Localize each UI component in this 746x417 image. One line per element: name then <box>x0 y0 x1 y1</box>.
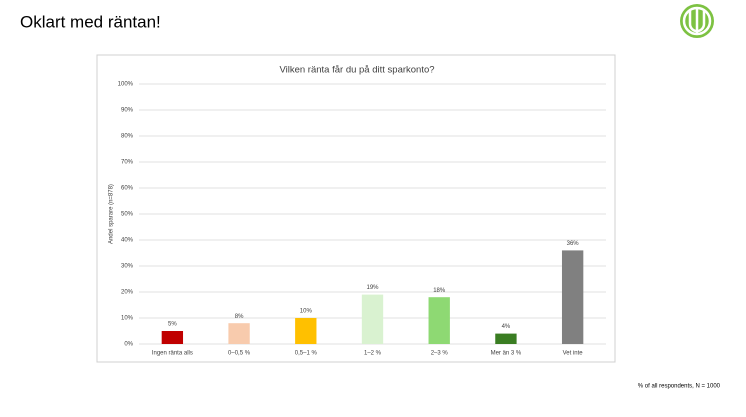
chart-frame <box>96 54 616 363</box>
x-tick-label: Vet inte <box>563 351 584 357</box>
footnote: % of all respondents, N = 1000 <box>638 384 721 390</box>
x-tick-label: 0–0,5 % <box>228 351 251 357</box>
bar <box>495 333 517 344</box>
logo <box>680 4 714 38</box>
bar <box>295 318 317 344</box>
y-tick-label: 90% <box>121 108 134 114</box>
x-tick-label: 2–3 % <box>431 351 449 357</box>
slide-title: Oklart med räntan! <box>20 12 161 31</box>
value-label: 8% <box>235 314 244 320</box>
value-label: 18% <box>433 288 446 294</box>
y-tick-label: 30% <box>121 264 134 270</box>
y-tick-label: 60% <box>121 186 134 192</box>
y-tick-label: 10% <box>121 316 134 322</box>
x-tick-label: Ingen ränta alls <box>152 351 193 357</box>
y-tick-label: 40% <box>121 238 134 244</box>
value-label: 19% <box>366 285 379 291</box>
value-label: 36% <box>567 241 580 247</box>
value-label: 5% <box>168 322 177 328</box>
y-tick-label: 0% <box>124 342 133 348</box>
chart-title: Vilken ränta får du på ditt sparkonto? <box>279 65 434 76</box>
bar <box>561 250 584 344</box>
x-tick-label: Mer än 3 % <box>491 351 522 357</box>
y-tick-label: 50% <box>121 212 134 218</box>
y-axis-label: Andel sparare (n=878) <box>109 184 115 244</box>
bar <box>161 331 184 344</box>
x-tick-label: 1–2 % <box>364 351 382 357</box>
bar <box>361 294 384 344</box>
y-tick-label: 70% <box>121 160 134 166</box>
value-label: 10% <box>300 309 313 315</box>
bar <box>228 323 250 344</box>
y-tick-label: 100% <box>118 82 134 88</box>
x-tick-label: 0,5–1 % <box>295 351 318 357</box>
value-label: 4% <box>502 324 511 330</box>
y-tick-label: 20% <box>121 290 134 296</box>
bar <box>428 297 450 344</box>
y-tick-label: 80% <box>121 134 134 140</box>
